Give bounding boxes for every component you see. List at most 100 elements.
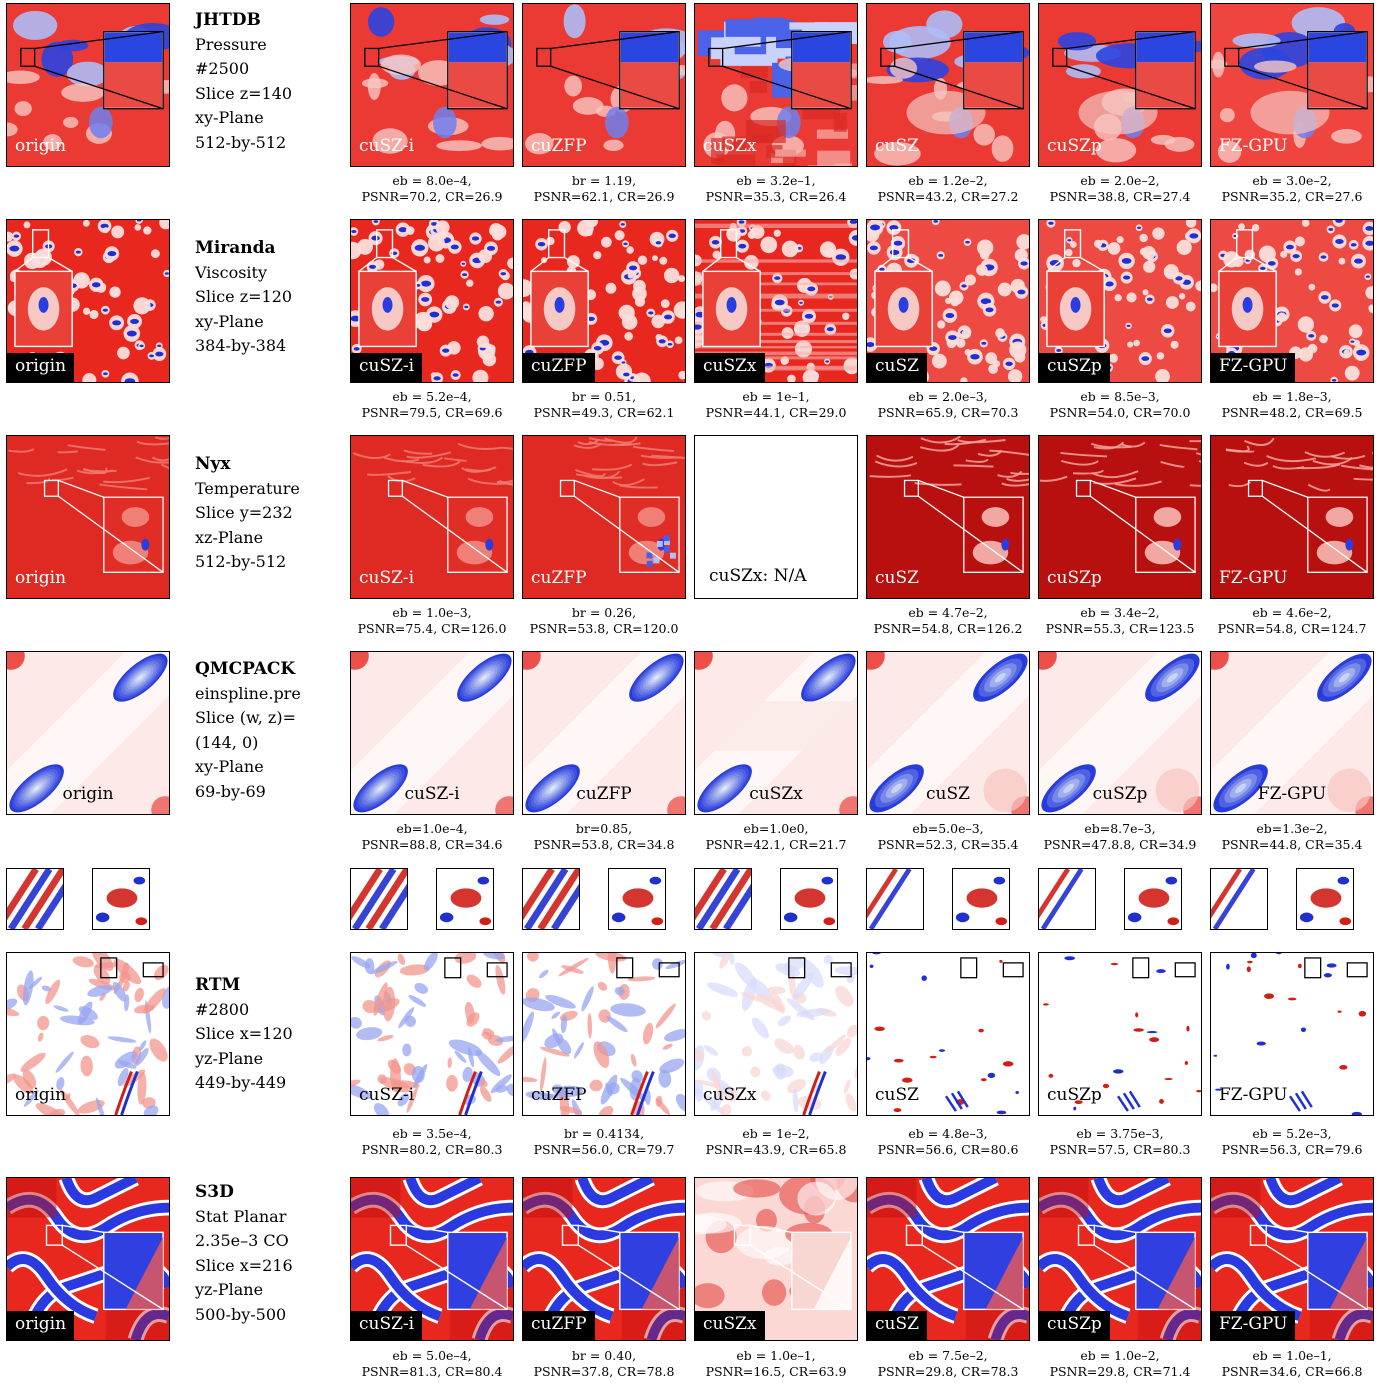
panel-label: cuSZx <box>695 353 765 382</box>
panel-label: cuSZp <box>1092 784 1148 804</box>
dataset-meta-line: Pressure <box>195 34 267 54</box>
panel-s3d-cuzfp: cuZFP <box>522 1177 686 1341</box>
caption-line <box>690 605 862 621</box>
caption-line: PSNR=54.8, CR=124.7 <box>1217 621 1367 636</box>
panel-nyx-cuszx: cuSZx: N/A <box>694 435 858 599</box>
panel-caption: eb = 3.0e–2, PSNR=35.2, CR=27.6 <box>1206 173 1378 205</box>
dataset-info-s3d: S3D Stat Planar 2.35e–3 CO Slice x=216 yz-Pl… <box>195 1180 335 1328</box>
caption-line: PSNR=53.8, CR=34.8 <box>533 837 675 852</box>
caption-line: PSNR=55.3, CR=123.5 <box>1045 621 1195 636</box>
panel-caption: eb = 8.0e–4, PSNR=70.2, CR=26.9 <box>346 173 518 205</box>
dataset-meta-line: Viscosity <box>195 262 267 282</box>
panel-label: origin <box>15 136 67 156</box>
panel-rtm-fz-gpu: FZ-GPU <box>1210 952 1374 1116</box>
zoom-inset <box>952 868 1010 930</box>
panel-jhtdb-fz-gpu: FZ-GPU <box>1210 3 1374 167</box>
caption-line: eb = 1.8e–3, <box>1252 389 1332 404</box>
panel-caption: eb = 1.2e–2, PSNR=43.2, CR=27.2 <box>862 173 1034 205</box>
caption-line: PSNR=54.8, CR=126.2 <box>873 621 1023 636</box>
panel-nyx-fz-gpu: FZ-GPU <box>1210 435 1374 599</box>
caption-line: PSNR=37.8, CR=78.8 <box>533 1364 675 1379</box>
panel-caption: eb = 4.8e–3, PSNR=56.6, CR=80.6 <box>862 1126 1034 1158</box>
dataset-meta-line: Slice z=120 <box>195 287 293 307</box>
panel-s3d-origin: origin <box>6 1177 170 1341</box>
panel-qmcpack-cusz: cuSZ <box>866 651 1030 815</box>
panel-label: cuZFP <box>531 568 587 588</box>
panel-caption: eb = 2.0e–2, PSNR=38.8, CR=27.4 <box>1034 173 1206 205</box>
caption-line <box>690 621 862 637</box>
panel-qmcpack-fz-gpu: FZ-GPU <box>1210 651 1374 815</box>
panel-label: cuZFP <box>576 784 632 804</box>
panel-caption: eb = 3.4e–2, PSNR=55.3, CR=123.5 <box>1034 605 1206 637</box>
panel-label: origin <box>7 1311 75 1340</box>
dataset-meta-line: Slice z=140 <box>195 83 293 103</box>
caption-line: br=0.85, <box>575 821 633 836</box>
panel-rtm-cuszx: cuSZx <box>694 952 858 1116</box>
dataset-meta-line: Stat Planar <box>195 1206 287 1226</box>
zoom-inset <box>1296 868 1354 930</box>
panel-nyx-cuszp: cuSZp <box>1038 435 1202 599</box>
dataset-meta-line: Slice x=216 <box>195 1255 293 1275</box>
panel-miranda-cusz: cuSZ <box>866 219 1030 383</box>
panel-label: FZ-GPU <box>1219 1085 1288 1105</box>
panel-rtm-cuzfp: cuZFP <box>522 952 686 1116</box>
caption-line: eb = 2.0e–2, <box>1080 173 1160 188</box>
panel-label: cuSZ <box>875 568 919 588</box>
caption-line: eb = 1e–1, <box>742 389 810 404</box>
panel-caption: eb = 8.5e–3, PSNR=54.0, CR=70.0 <box>1034 389 1206 421</box>
panel-caption: eb = 7.5e–2, PSNR=29.8, CR=78.3 <box>862 1348 1034 1380</box>
panel-label: FZ-GPU <box>1219 136 1288 156</box>
panel-label: cuSZx <box>703 1085 757 1105</box>
panel-label: cuZFP <box>523 1311 595 1340</box>
caption-line: eb=8.7e–3, <box>1084 821 1156 836</box>
panel-label: origin <box>7 353 75 382</box>
caption-line: PSNR=43.2, CR=27.2 <box>877 189 1019 204</box>
caption-line: PSNR=56.3, CR=79.6 <box>1221 1142 1363 1157</box>
dataset-meta-line: #2800 <box>195 999 250 1019</box>
panel-caption: eb = 1.0e–3, PSNR=75.4, CR=126.0 <box>346 605 518 637</box>
panel-label: cuSZx: N/A <box>709 566 807 586</box>
panel-nyx-cusz-i: cuSZ-i <box>350 435 514 599</box>
caption-line: PSNR=38.8, CR=27.4 <box>1049 189 1191 204</box>
panel-rtm-origin: origin <box>6 952 170 1116</box>
dataset-meta-line: #2500 <box>195 59 250 79</box>
panel-label: cuSZp <box>1039 353 1110 382</box>
caption-line: PSNR=29.8, CR=71.4 <box>1049 1364 1191 1379</box>
panel-nyx-cusz: cuSZ <box>866 435 1030 599</box>
dataset-name: Nyx <box>195 454 231 474</box>
dataset-meta-line: Slice x=120 <box>195 1024 293 1044</box>
caption-line: PSNR=47.8.8, CR=34.9 <box>1043 837 1197 852</box>
panel-label: cuSZ-i <box>359 136 415 156</box>
panel-label: cuSZx <box>695 1311 765 1340</box>
dataset-meta-line: 69-by-69 <box>195 781 266 801</box>
dataset-meta-line: einspline.pre <box>195 683 301 703</box>
panel-caption: eb = 1.8e–3, PSNR=48.2, CR=69.5 <box>1206 389 1378 421</box>
panel-label: cuSZ <box>875 1085 919 1105</box>
dataset-meta-line: Slice y=232 <box>195 503 293 523</box>
dataset-meta-line: xy-Plane <box>195 311 264 331</box>
dataset-meta-line: 512-by-512 <box>195 132 287 152</box>
dataset-name: JHTDB <box>195 10 261 30</box>
panel-caption: eb = 4.7e–2, PSNR=54.8, CR=126.2 <box>862 605 1034 637</box>
dataset-name: Miranda <box>195 238 276 258</box>
panel-jhtdb-cusz-i: cuSZ-i <box>350 3 514 167</box>
caption-line: eb = 3.75e–3, <box>1076 1126 1164 1141</box>
caption-line: eb = 5.2e–3, <box>1252 1126 1332 1141</box>
panel-caption: eb = 1.0e–1, PSNR=34.6, CR=66.8 <box>1206 1348 1378 1380</box>
dataset-info-nyx: Nyx Temperature Slice y=232 xz-Plane 512-by-… <box>195 452 335 575</box>
caption-line: br = 0.51, <box>571 389 637 404</box>
caption-line: eb = 4.7e–2, <box>908 605 988 620</box>
panel-label: FZ-GPU <box>1257 784 1327 804</box>
caption-line: PSNR=57.5, CR=80.3 <box>1049 1142 1191 1157</box>
caption-line: PSNR=56.0, CR=79.7 <box>533 1142 675 1157</box>
caption-line: eb = 1.0e–3, <box>392 605 472 620</box>
panel-miranda-fz-gpu: FZ-GPU <box>1210 219 1374 383</box>
panel-rtm-cuszp: cuSZp <box>1038 952 1202 1116</box>
caption-line: PSNR=75.4, CR=126.0 <box>357 621 507 636</box>
zoom-inset <box>436 868 494 930</box>
dataset-meta-line: 2.35e–3 CO <box>195 1231 289 1251</box>
panel-s3d-fz-gpu: FZ-GPU <box>1210 1177 1374 1341</box>
dataset-info-miranda: Miranda Viscosity Slice z=120 xy-Plane 384-b… <box>195 236 335 359</box>
dataset-name: S3D <box>195 1182 234 1202</box>
dataset-meta-line: yz-Plane <box>195 1048 264 1068</box>
